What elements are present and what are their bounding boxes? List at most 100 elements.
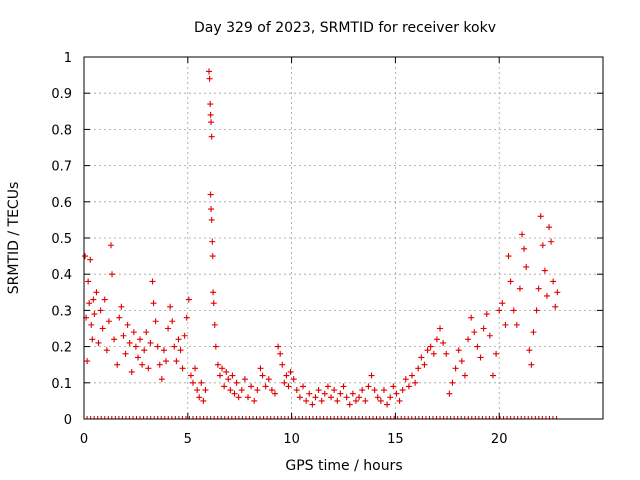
data-point — [89, 336, 95, 342]
data-point — [508, 278, 514, 284]
y-tick-label: 0.9 — [51, 87, 72, 102]
x-axis-ticks: 0 5 10 15 20 — [80, 57, 508, 447]
data-point — [519, 231, 525, 237]
data-point — [118, 304, 124, 310]
data-point — [297, 394, 303, 400]
data-point — [474, 344, 480, 350]
data-point — [182, 333, 188, 339]
data-point — [245, 394, 251, 400]
data-point — [462, 373, 468, 379]
data-point — [285, 383, 291, 389]
data-point — [93, 289, 99, 295]
data-point — [139, 362, 145, 368]
data-point — [465, 336, 471, 342]
data-point — [393, 391, 399, 397]
data-point — [523, 264, 529, 270]
data-point — [251, 398, 257, 404]
data-point — [484, 311, 490, 317]
data-point — [219, 365, 225, 371]
data-point — [542, 268, 548, 274]
data-point — [215, 362, 221, 368]
data-point — [155, 344, 161, 350]
data-point — [322, 391, 328, 397]
data-point — [409, 373, 415, 379]
data-point — [208, 206, 214, 212]
data-point — [362, 398, 368, 404]
data-point — [184, 315, 190, 321]
data-point — [400, 387, 406, 393]
data-point — [548, 239, 554, 245]
data-point — [316, 387, 322, 393]
data-point — [88, 322, 94, 328]
data-point — [210, 253, 216, 259]
data-point — [123, 351, 129, 357]
data-point — [190, 380, 196, 386]
data-point — [449, 380, 455, 386]
data-point — [443, 351, 449, 357]
data-point — [369, 373, 375, 379]
data-point — [288, 369, 294, 375]
data-point — [87, 257, 93, 263]
data-point — [116, 315, 122, 321]
x-tick-label: 0 — [80, 432, 88, 447]
data-point — [260, 373, 266, 379]
data-point — [239, 387, 245, 393]
data-point — [211, 300, 217, 306]
data-point — [188, 373, 194, 379]
data-point — [493, 351, 499, 357]
data-point — [200, 398, 206, 404]
data-point — [418, 354, 424, 360]
data-point — [328, 394, 334, 400]
data-point — [415, 365, 421, 371]
y-tick-label: 0.2 — [51, 341, 72, 356]
data-point — [180, 365, 186, 371]
data-point — [546, 224, 552, 230]
data-point — [412, 380, 418, 386]
data-point — [186, 297, 192, 303]
data-point — [356, 394, 362, 400]
data-point — [108, 242, 114, 248]
data-point — [528, 362, 534, 368]
data-point — [421, 362, 427, 368]
data-point — [85, 278, 91, 284]
y-tick-label: 0.1 — [51, 377, 72, 392]
data-point — [91, 311, 97, 317]
data-point — [365, 383, 371, 389]
data-point — [446, 391, 452, 397]
y-tick-label: 1 — [64, 51, 72, 66]
data-point — [552, 304, 558, 310]
data-point — [294, 387, 300, 393]
y-tick-label: 0 — [64, 413, 72, 428]
data-point — [269, 387, 275, 393]
data-point — [471, 329, 477, 335]
data-point — [111, 336, 117, 342]
data-point — [403, 376, 409, 382]
data-point — [129, 369, 135, 375]
data-point — [534, 307, 540, 313]
data-point — [384, 402, 390, 408]
data-point — [178, 347, 184, 353]
data-point — [511, 307, 517, 313]
data-point — [359, 387, 365, 393]
data-point — [208, 192, 214, 198]
data-point — [109, 271, 115, 277]
y-tick-label: 0.4 — [51, 268, 72, 283]
data-point — [283, 373, 289, 379]
data-point — [538, 213, 544, 219]
data-point — [192, 365, 198, 371]
data-point — [210, 289, 216, 295]
data-point — [141, 347, 147, 353]
data-point — [196, 394, 202, 400]
data-point — [478, 354, 484, 360]
data-point — [279, 362, 285, 368]
data-point — [254, 387, 260, 393]
data-point — [98, 307, 104, 313]
data-point — [135, 354, 141, 360]
data-point — [453, 365, 459, 371]
chart-title: Day 329 of 2023, SRMTID for receiver kok… — [194, 20, 496, 36]
data-point — [312, 394, 318, 400]
data-point — [428, 344, 434, 350]
data-point — [102, 297, 108, 303]
data-point — [378, 398, 384, 404]
data-point — [306, 391, 312, 397]
